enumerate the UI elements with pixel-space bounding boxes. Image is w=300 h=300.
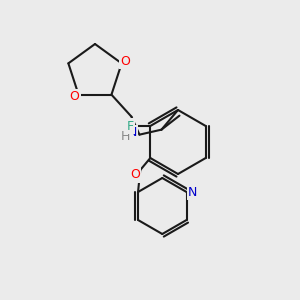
Text: N: N [188,185,197,199]
Text: H: H [121,130,130,143]
Text: O: O [121,55,130,68]
Text: F: F [127,119,134,133]
Text: O: O [130,169,140,182]
Text: O: O [70,90,80,103]
Text: N: N [128,126,137,139]
